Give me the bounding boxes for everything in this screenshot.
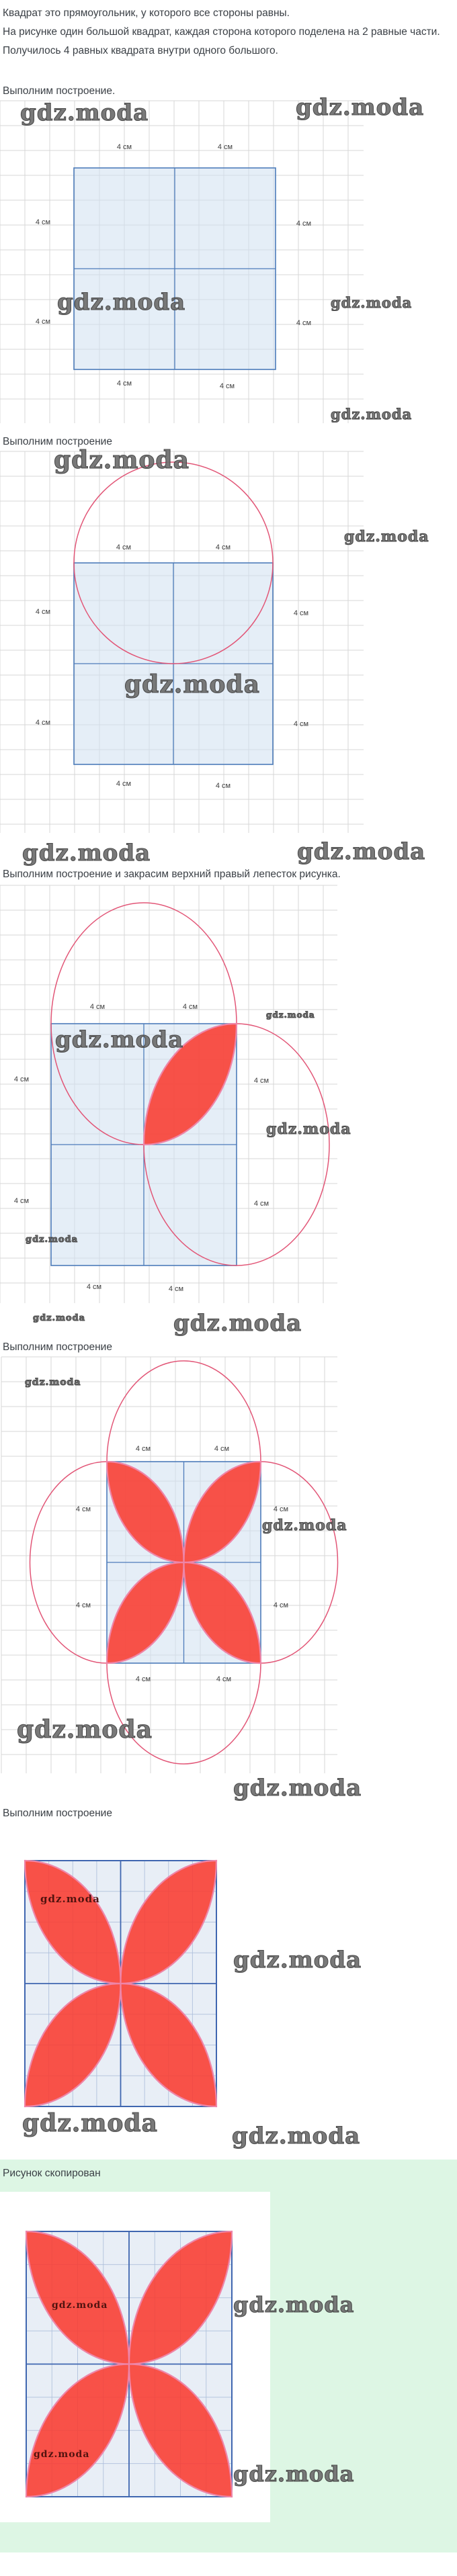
watermark: gdz.moda bbox=[233, 1774, 362, 1802]
dimension-label: 4 см bbox=[274, 1601, 288, 1609]
big-square-border bbox=[24, 1860, 217, 2107]
watermark: gdz.moda bbox=[296, 838, 426, 865]
dimension-label: 4 см bbox=[90, 1003, 105, 1011]
build-caption-2: Выполним построение bbox=[3, 436, 112, 447]
dimension-label: 4 см bbox=[76, 1601, 91, 1609]
dimension-label: 4 см bbox=[136, 1675, 151, 1683]
dimension-label: 4 см bbox=[220, 382, 235, 390]
figure-6-copied-four-petals bbox=[25, 2230, 233, 2498]
dimension-label: 4 см bbox=[296, 319, 311, 327]
build-caption-3: Выполним построение и закрасим верхний п… bbox=[3, 869, 341, 880]
dimension-label: 4 см bbox=[116, 780, 131, 788]
big-square-border bbox=[26, 2231, 233, 2497]
dimension-label: 4 см bbox=[216, 1675, 231, 1683]
watermark: gdz.moda bbox=[173, 1309, 302, 1337]
figure-1-divided-square: 4 см 4 см 4 см 4 см 4 см 4 см 4 см 4 см bbox=[0, 100, 364, 423]
big-square-border bbox=[73, 167, 276, 370]
figure-3-two-circles-one-petal: 4 см 4 см 4 см 4 см 4 см 4 см 4 см 4 см bbox=[0, 885, 337, 1303]
petal-tr bbox=[183, 1460, 262, 1564]
watermark: gdz.moda bbox=[32, 1313, 86, 1323]
big-square-border bbox=[50, 1023, 237, 1266]
petal-bl bbox=[106, 1561, 185, 1664]
watermark: gdz.moda bbox=[22, 2108, 158, 2137]
petal-br bbox=[183, 1561, 262, 1664]
dimension-label: 4 см bbox=[36, 318, 50, 326]
dimension-label: 4 см bbox=[14, 1197, 29, 1205]
dimension-label: 4 см bbox=[254, 1077, 269, 1085]
build-caption-5: Выполним построение bbox=[3, 1808, 112, 1819]
dimension-label: 4 см bbox=[214, 1445, 229, 1453]
dimension-label: 4 см bbox=[294, 609, 308, 617]
top-circle bbox=[73, 461, 274, 664]
petal-tl bbox=[106, 1460, 185, 1564]
dimension-label: 4 см bbox=[216, 782, 231, 790]
figure-5-four-petals bbox=[24, 1859, 218, 2108]
big-square-border bbox=[73, 562, 274, 765]
petal-bl bbox=[24, 1982, 122, 2108]
petal-tr bbox=[128, 2230, 233, 2365]
petal-tr bbox=[142, 1022, 238, 1146]
petal-bl bbox=[25, 2363, 130, 2498]
dimension-label: 4 см bbox=[169, 1285, 183, 1293]
dimension-label: 4 см bbox=[216, 543, 231, 551]
paragraph-square-definition: Квадрат это прямоугольник, у которого вс… bbox=[3, 7, 290, 19]
big-square-border bbox=[106, 1461, 261, 1664]
figure-4-four-circles-four-petals: 4 см 4 см 4 см 4 см 4 см 4 см 4 см 4 см bbox=[1, 1356, 339, 1773]
paragraph-figure-description: На рисунке один большой квадрат, каждая … bbox=[3, 26, 440, 56]
dimension-label: 4 см bbox=[296, 220, 311, 228]
watermark: gdz.moda bbox=[22, 839, 151, 867]
dimension-label: 4 см bbox=[183, 1003, 198, 1011]
dimension-label: 4 см bbox=[87, 1283, 101, 1291]
build-caption-4: Выполним построение bbox=[3, 1341, 112, 1353]
dimension-label: 4 см bbox=[117, 143, 132, 151]
copied-caption: Рисунок скопирован bbox=[3, 2168, 101, 2179]
dimension-label: 4 см bbox=[36, 218, 50, 226]
build-caption-1: Выполним построение. bbox=[3, 85, 116, 97]
petal-br bbox=[120, 1982, 218, 2108]
petal-tl bbox=[25, 2230, 130, 2365]
dimension-label: 4 см bbox=[14, 1075, 29, 1083]
dimension-label: 4 см bbox=[218, 143, 233, 151]
dimension-label: 4 см bbox=[254, 1200, 269, 1208]
dimension-label: 4 см bbox=[117, 380, 132, 388]
petal-tr bbox=[120, 1859, 218, 1985]
dimension-label: 4 см bbox=[136, 1445, 151, 1453]
dimension-label: 4 см bbox=[36, 608, 50, 616]
watermark: gdz.moda bbox=[231, 2122, 361, 2149]
dimension-label: 4 см bbox=[36, 719, 50, 727]
petal-br bbox=[128, 2363, 233, 2498]
petal-tl bbox=[24, 1859, 122, 1985]
dimension-label: 4 см bbox=[274, 1505, 288, 1513]
dimension-label: 4 см bbox=[76, 1505, 91, 1513]
dimension-label: 4 см bbox=[116, 543, 131, 551]
dimension-label: 4 см bbox=[294, 720, 308, 728]
figure-2-square-one-circle: 4 см 4 см 4 см 4 см 4 см 4 см 4 см 4 см bbox=[0, 451, 364, 833]
